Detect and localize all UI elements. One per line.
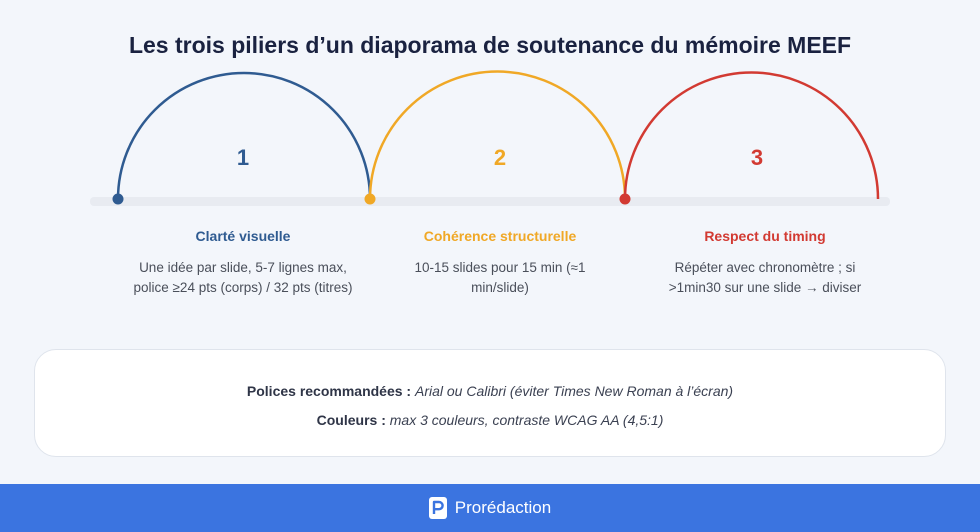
fonts-line: Polices recommandées : Arial ou Calibri …: [35, 381, 945, 401]
pillar-number-3: 3: [751, 145, 763, 170]
arc-1: [116, 71, 372, 200]
pillar-title-2: Cohérence structurelle: [423, 228, 577, 244]
timeline-dot-1: [112, 193, 124, 205]
colors-label: Couleurs :: [316, 412, 386, 428]
pillar-number-2: 2: [494, 145, 506, 170]
colors-line: Couleurs : max 3 couleurs, contraste WCA…: [35, 410, 945, 430]
footer-bar: Prorédaction: [0, 484, 980, 532]
timeline-dot-2: [364, 193, 376, 205]
pillar-description-3: Répéter avec chronomètre ; si >1min30 su…: [668, 260, 862, 295]
colors-value: max 3 couleurs, contraste WCAG AA (4,5:1…: [389, 412, 664, 428]
pillar-number-1: 1: [237, 145, 249, 170]
arc-3: [623, 71, 880, 200]
proredaction-logo-icon: [428, 497, 447, 519]
info-box: Polices recommandées : Arial ou Calibri …: [34, 349, 946, 457]
pillar-title-3: Respect du timing: [704, 228, 826, 244]
pillar-1: Clarté visuelle Une idée par slide, 5-7 …: [128, 228, 358, 298]
timeline-dot-3: [619, 193, 631, 205]
pillar-2: Cohérence structurelle 10-15 slides pour…: [385, 228, 615, 298]
pillar-description-2: 10-15 slides pour 15 min (≈1 min/slide): [414, 260, 586, 295]
pillar-description-1: Une idée par slide, 5-7 lignes max, poli…: [133, 260, 353, 295]
timeline-track: [90, 197, 890, 206]
pillar-3: Respect du timing Répéter avec chronomèt…: [650, 228, 880, 298]
arc-2: [368, 70, 627, 200]
fonts-value: Arial ou Calibri (éviter Times New Roman…: [414, 383, 734, 399]
footer-brand: Prorédaction: [454, 498, 552, 517]
page-title: Les trois piliers d’un diaporama de sout…: [128, 32, 852, 58]
pillar-title-1: Clarté visuelle: [195, 228, 291, 244]
fonts-label: Polices recommandées :: [246, 383, 412, 399]
pillars-diagram: 1 2 3: [90, 70, 890, 206]
